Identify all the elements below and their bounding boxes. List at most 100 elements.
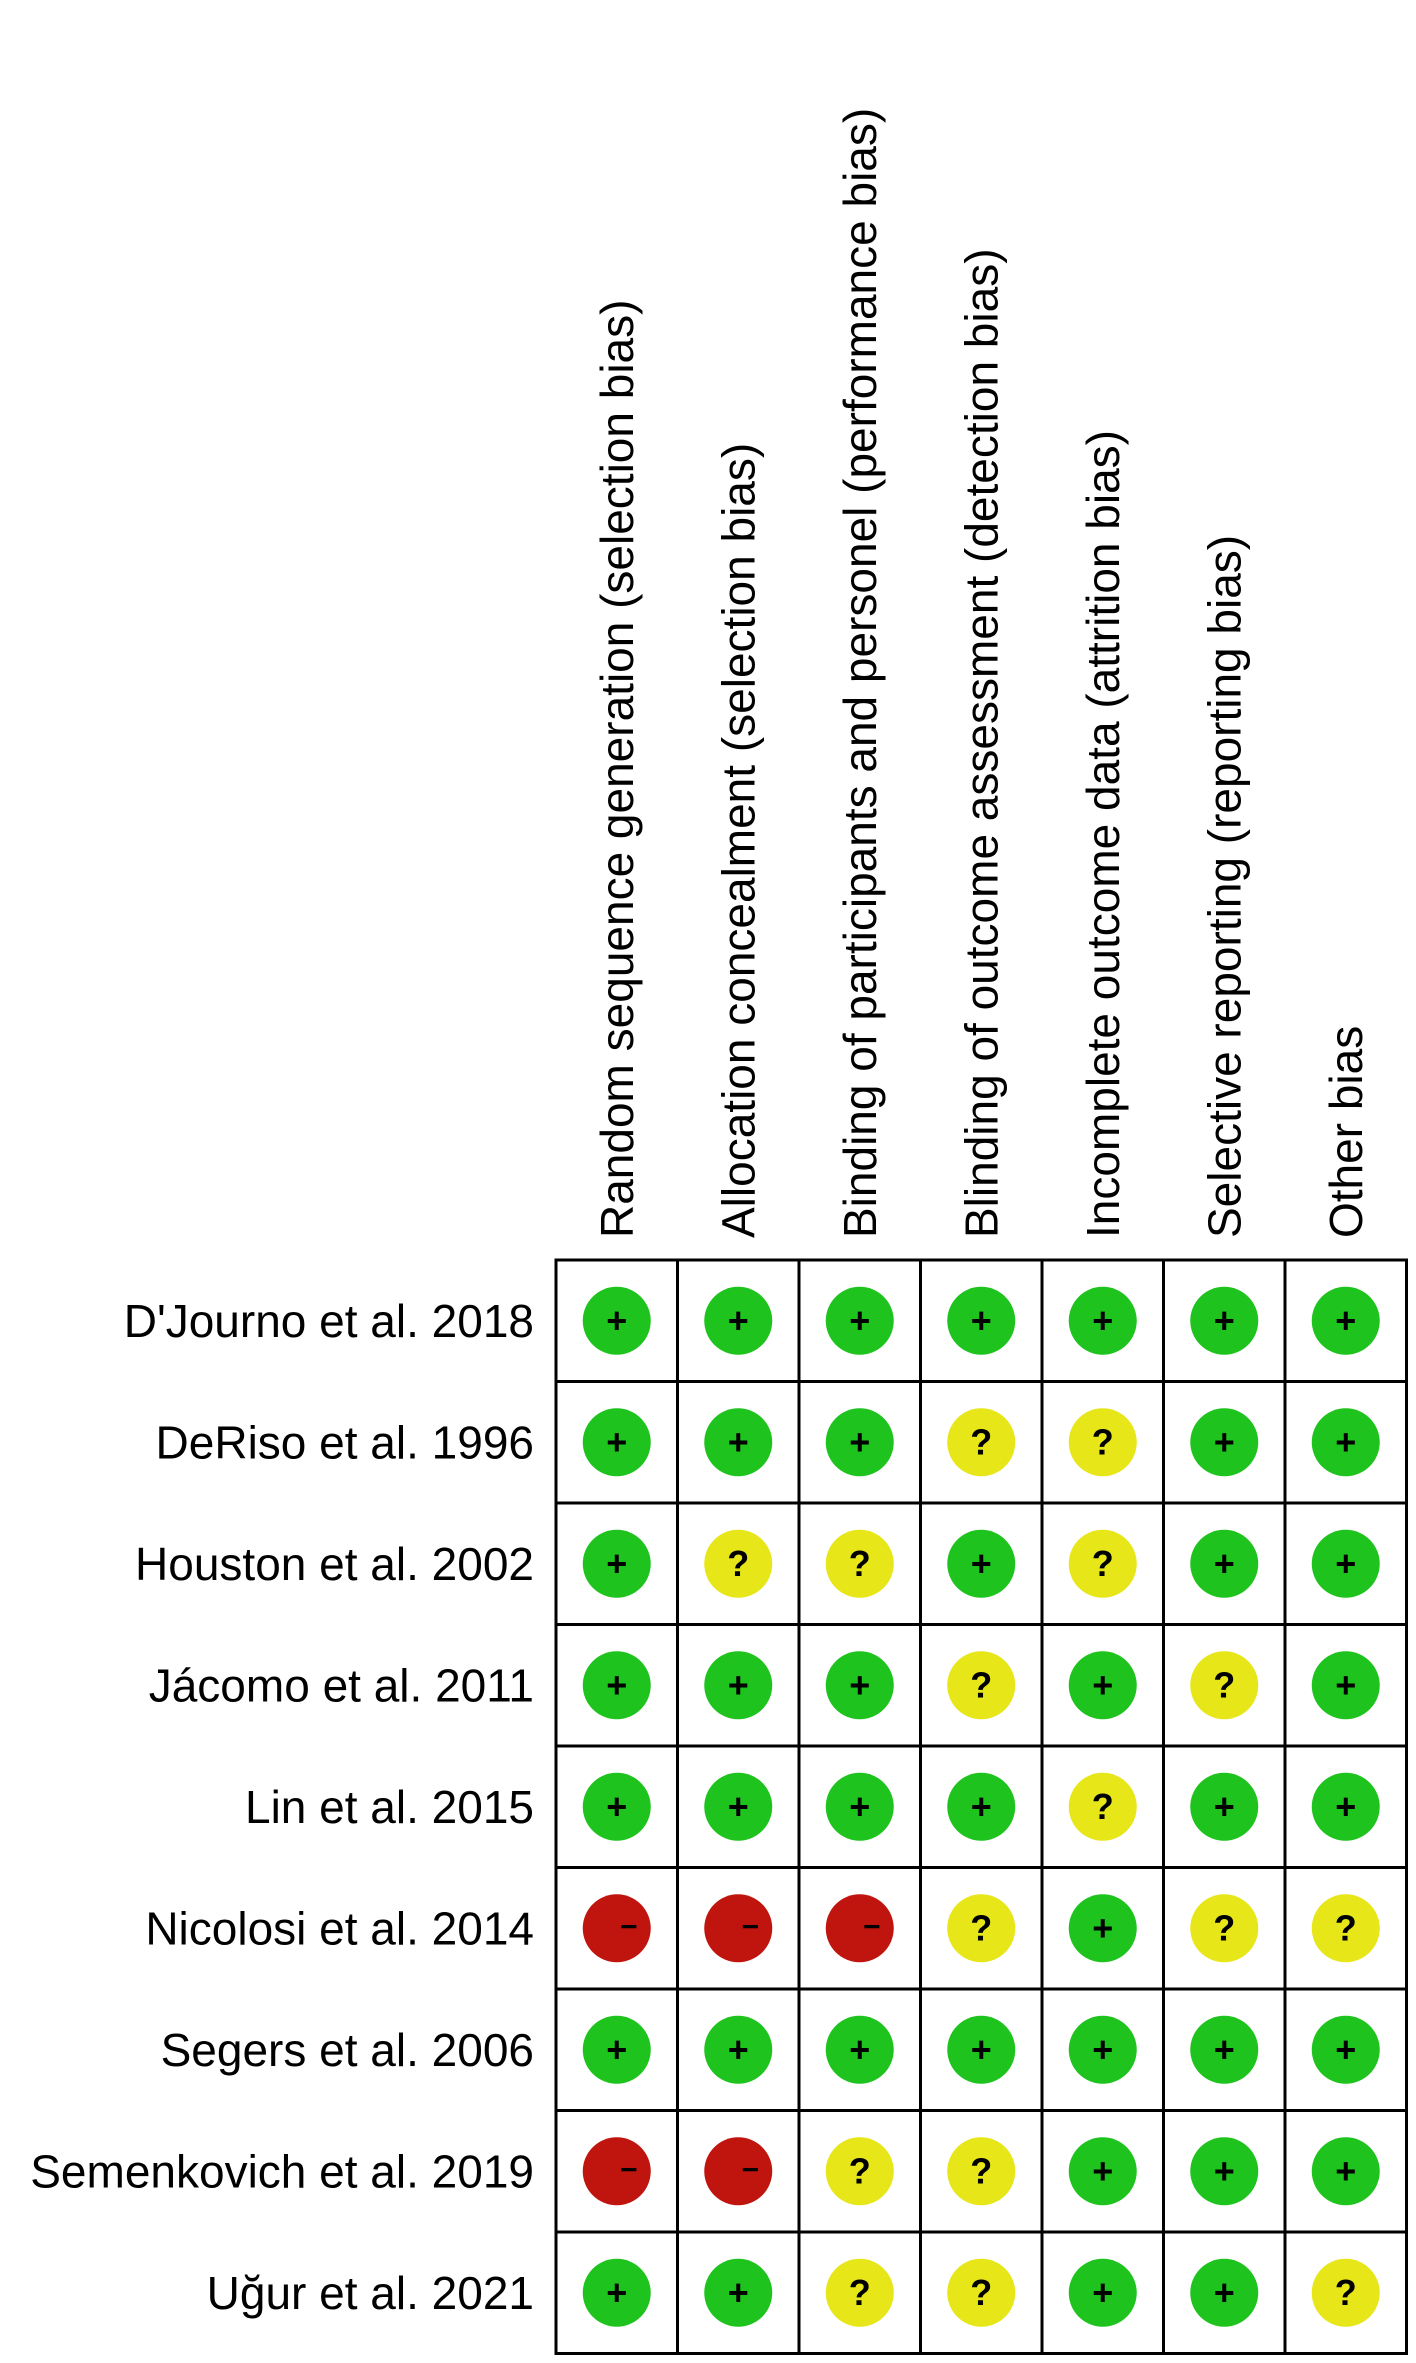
- marker-symbol: ?: [1092, 1543, 1114, 1584]
- marker-circle: [1190, 1772, 1259, 1841]
- marker-symbol: ?: [1092, 1421, 1114, 1462]
- cell-unclear-risk-marker: ?: [947, 1408, 1016, 1477]
- cell-high-risk-marker: −: [825, 1894, 894, 1963]
- marker-circle: [582, 1772, 651, 1841]
- marker-circle: [1190, 1651, 1259, 1720]
- marker-symbol: −: [620, 2153, 638, 2186]
- marker-circle: [704, 1651, 773, 1720]
- marker-symbol: +: [849, 1664, 870, 1705]
- grid-border: [554, 1258, 1408, 2355]
- marker-circle: [1311, 1894, 1380, 1963]
- cell-low-risk-marker: +: [947, 2015, 1016, 2084]
- marker-circle: [1190, 1408, 1259, 1477]
- cell-low-risk-marker: +: [704, 1772, 773, 1841]
- marker-circle: [1068, 1651, 1137, 1720]
- marker-circle: [1311, 1529, 1380, 1598]
- grid-lines: [554, 1258, 1408, 2355]
- marker-circle: [1190, 1286, 1259, 1355]
- marker-symbol: +: [1335, 1786, 1356, 1827]
- row-labels: D'Journo et al. 2018 DeRiso et al. 1996 Ho…: [30, 1295, 534, 2319]
- cell-low-risk-marker: +: [1311, 1772, 1380, 1841]
- marker-circle: [825, 2258, 894, 2327]
- cell-unclear-risk-marker: ?: [1311, 1894, 1380, 1963]
- cell-low-risk-marker: +: [582, 1651, 651, 1720]
- cell-low-risk-marker: +: [825, 2015, 894, 2084]
- marker-symbol: ?: [970, 2272, 992, 2313]
- marker-symbol: ?: [849, 1543, 871, 1584]
- marker-circle: [704, 2015, 773, 2084]
- marker-circle: [704, 1286, 773, 1355]
- marker-symbol: +: [728, 1786, 749, 1827]
- cell-low-risk-marker: +: [947, 1772, 1016, 1841]
- marker-symbol: +: [1092, 2029, 1113, 2070]
- cell-high-risk-marker: −: [582, 1894, 651, 1963]
- marker-symbol: −: [863, 1910, 881, 1943]
- cell-low-risk-marker: +: [582, 1772, 651, 1841]
- marker-symbol: +: [1092, 2150, 1113, 2191]
- cell-low-risk-marker: +: [1190, 1408, 1259, 1477]
- marker-symbol: +: [728, 1421, 749, 1462]
- row-label: Semenkovich et al. 2019: [30, 2145, 534, 2197]
- marker-circle: [825, 1529, 894, 1598]
- marker-symbol: +: [1335, 2029, 1356, 2070]
- marker-circle: [947, 2258, 1016, 2327]
- marker-symbol: +: [606, 1300, 627, 1341]
- marker-circle: [1311, 1286, 1380, 1355]
- cell-low-risk-marker: +: [825, 1286, 894, 1355]
- marker-symbol: +: [971, 2029, 992, 2070]
- marker-symbol: +: [606, 2029, 627, 2070]
- cell-low-risk-marker: +: [1311, 1286, 1380, 1355]
- marker-circle: [582, 2137, 651, 2206]
- cell-high-risk-marker: −: [704, 1894, 773, 1963]
- marker-circle: [825, 1408, 894, 1477]
- marker-symbol: ?: [1335, 1907, 1357, 1948]
- marker-symbol: ?: [970, 1664, 992, 1705]
- marker-symbol: +: [1335, 2150, 1356, 2191]
- cell-low-risk-marker: +: [1190, 2137, 1259, 2206]
- marker-circle: [1190, 2137, 1259, 2206]
- cell-low-risk-marker: +: [947, 1529, 1016, 1598]
- cell-low-risk-marker: +: [1068, 1651, 1137, 1720]
- marker-circle: [1068, 2258, 1137, 2327]
- cell-low-risk-marker: +: [1068, 2137, 1137, 2206]
- marker-symbol: ?: [849, 2272, 871, 2313]
- row-label: Nicolosi et al. 2014: [145, 1902, 534, 1954]
- marker-circle: [1068, 2015, 1137, 2084]
- grid-cells: + + + + + + + + + +?? + + +?? +? + + + + +? +? + + + + +? + + − − −? +…: [582, 1286, 1380, 2327]
- marker-symbol: +: [1335, 1421, 1356, 1462]
- marker-circle: [1068, 1408, 1137, 1477]
- marker-circle: [947, 2137, 1016, 2206]
- marker-circle: [582, 1894, 651, 1963]
- cell-low-risk-marker: +: [825, 1772, 894, 1841]
- cell-low-risk-marker: +: [582, 2258, 651, 2327]
- marker-symbol: ?: [1213, 1907, 1235, 1948]
- cell-low-risk-marker: +: [582, 1529, 651, 1598]
- marker-circle: [1311, 2137, 1380, 2206]
- marker-circle: [825, 2137, 894, 2206]
- cell-low-risk-marker: +: [1311, 2137, 1380, 2206]
- cell-unclear-risk-marker: ?: [1068, 1529, 1137, 1598]
- marker-symbol: +: [971, 1300, 992, 1341]
- marker-symbol: +: [1335, 1664, 1356, 1705]
- cell-unclear-risk-marker: ?: [825, 1529, 894, 1598]
- cell-low-risk-marker: +: [704, 2258, 773, 2327]
- cell-low-risk-marker: +: [1190, 2258, 1259, 2327]
- cell-low-risk-marker: +: [582, 1286, 651, 1355]
- marker-circle: [825, 1772, 894, 1841]
- cell-unclear-risk-marker: ?: [947, 1894, 1016, 1963]
- marker-circle: [704, 1772, 773, 1841]
- marker-symbol: ?: [1092, 1786, 1114, 1827]
- marker-circle: [704, 2258, 773, 2327]
- marker-symbol: ?: [970, 1907, 992, 1948]
- marker-circle: [704, 2137, 773, 2206]
- cell-low-risk-marker: +: [947, 1286, 1016, 1355]
- marker-circle: [582, 1286, 651, 1355]
- marker-symbol: +: [606, 1421, 627, 1462]
- row-label: DeRiso et al. 1996: [156, 1416, 534, 1468]
- marker-symbol: +: [971, 1786, 992, 1827]
- cell-low-risk-marker: +: [1311, 1529, 1380, 1598]
- cell-low-risk-marker: +: [1190, 1286, 1259, 1355]
- marker-symbol: −: [741, 1910, 759, 1943]
- column-label: Allocation concealment (selection bias): [712, 443, 764, 1238]
- marker-symbol: ?: [1213, 1664, 1235, 1705]
